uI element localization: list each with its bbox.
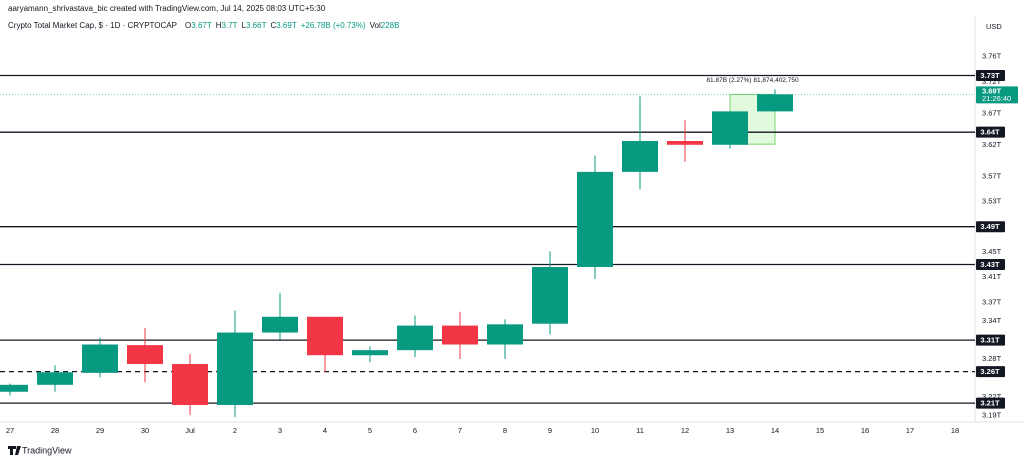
currency: USD	[986, 22, 1002, 31]
volume: 228B	[380, 21, 400, 30]
x-tick-label: 3	[278, 426, 282, 435]
level-label: 3.26T	[980, 367, 1000, 376]
candle-body	[397, 325, 433, 351]
ohlc-key: H	[215, 21, 222, 30]
ohlc-value: 3.67T	[191, 21, 212, 30]
x-tick-label: 4	[323, 426, 327, 435]
level-tag	[976, 397, 1005, 409]
candle-body	[442, 325, 478, 345]
y-tick-label: 3.19T	[982, 411, 1002, 420]
candle-body	[487, 324, 523, 345]
x-tick-label: 11	[636, 426, 644, 435]
ohlc-key: O	[185, 21, 192, 30]
measure-label: 81.87B (2.27%) 81,874,402,750	[706, 77, 799, 84]
change: +26.78B (+0.73%)	[300, 21, 366, 30]
symbol: Crypto Total Market Cap, $ · 1D · CRYPTO…	[8, 21, 177, 30]
candle-body	[172, 364, 208, 405]
candle-body	[577, 171, 613, 268]
x-tick-label: 12	[681, 426, 689, 435]
ohlc-value: 3.66T	[246, 21, 267, 30]
level-label: 3.21T	[980, 399, 1000, 408]
candle-body	[712, 111, 748, 145]
countdown: 21:26:40	[982, 94, 1011, 103]
y-tick-label: 3.45T	[982, 247, 1002, 256]
candle-body	[757, 94, 793, 112]
x-tick-label: 5	[368, 426, 372, 435]
y-tick-label: 3.57T	[982, 171, 1002, 180]
y-tick-label: 3.22T	[982, 392, 1002, 401]
x-tick-label: 9	[548, 426, 552, 435]
x-tick-label: 7	[458, 426, 462, 435]
x-tick-label: 29	[96, 426, 104, 435]
level-tag	[976, 221, 1005, 233]
last-price-label: 3.69T	[982, 86, 1002, 95]
level-label: 3.73T	[980, 71, 1000, 80]
y-tick-label: 3.34T	[982, 316, 1002, 325]
x-tick-label: 2	[233, 426, 237, 435]
ohlc-key: C	[270, 21, 277, 30]
y-tick-label: 3.41T	[982, 272, 1002, 281]
level-tag	[976, 69, 1005, 81]
y-tick-label: 3.76T	[982, 52, 1002, 61]
candle-body	[262, 316, 298, 333]
level-label: 3.64T	[980, 128, 1000, 137]
candle-body	[217, 332, 253, 405]
level-label: 3.49T	[980, 222, 1000, 231]
y-tick-label: 3.67T	[982, 108, 1002, 117]
x-tick-label: 14	[771, 426, 779, 435]
candle-body	[0, 384, 28, 392]
ohlc-value: 3.69T	[276, 21, 297, 30]
candle-body	[667, 141, 703, 145]
x-tick-label: 17	[906, 426, 914, 435]
y-tick-label: 3.62T	[982, 140, 1002, 149]
brand: TradingView	[22, 445, 72, 455]
x-tick-label: 27	[6, 426, 14, 435]
candle-body	[352, 350, 388, 356]
volume-key: Vol	[369, 21, 381, 30]
level-label: 3.43T	[980, 260, 1000, 269]
candle-body	[37, 372, 73, 385]
x-tick-label: 8	[503, 426, 507, 435]
x-tick-label: 28	[51, 426, 59, 435]
level-tag	[976, 126, 1005, 138]
level-tag	[976, 258, 1005, 270]
x-tick-label: 30	[141, 426, 149, 435]
y-tick-label: 3.37T	[982, 297, 1002, 306]
candle-body	[307, 316, 343, 356]
x-tick-label: 18	[951, 426, 959, 435]
ohlc-value: 3.7T	[221, 21, 238, 30]
level-tag	[976, 366, 1005, 378]
candle-body	[127, 345, 163, 365]
legend-line: Crypto Total Market Cap, $ · 1D · CRYPTO…	[8, 21, 399, 30]
y-tick-label: 3.72T	[982, 77, 1002, 86]
candle-body	[532, 267, 568, 324]
last-price-tag	[976, 86, 1018, 104]
y-tick-label: 3.28T	[982, 354, 1002, 363]
level-label: 3.31T	[980, 336, 1000, 345]
level-tag	[976, 334, 1005, 346]
x-tick-label: 15	[816, 426, 824, 435]
x-tick-label: Jul	[185, 426, 195, 435]
candle-body	[82, 344, 118, 373]
logo	[8, 446, 21, 455]
x-tick-label: 6	[413, 426, 417, 435]
ohlc-key: L	[241, 21, 246, 30]
x-tick-label: 16	[861, 426, 869, 435]
x-tick-label: 13	[726, 426, 734, 435]
x-tick-label: 10	[591, 426, 599, 435]
attribution: aaryamann_shrivastava_bic created with T…	[8, 4, 326, 13]
y-tick-label: 3.53T	[982, 196, 1002, 205]
candle-body	[622, 141, 658, 172]
